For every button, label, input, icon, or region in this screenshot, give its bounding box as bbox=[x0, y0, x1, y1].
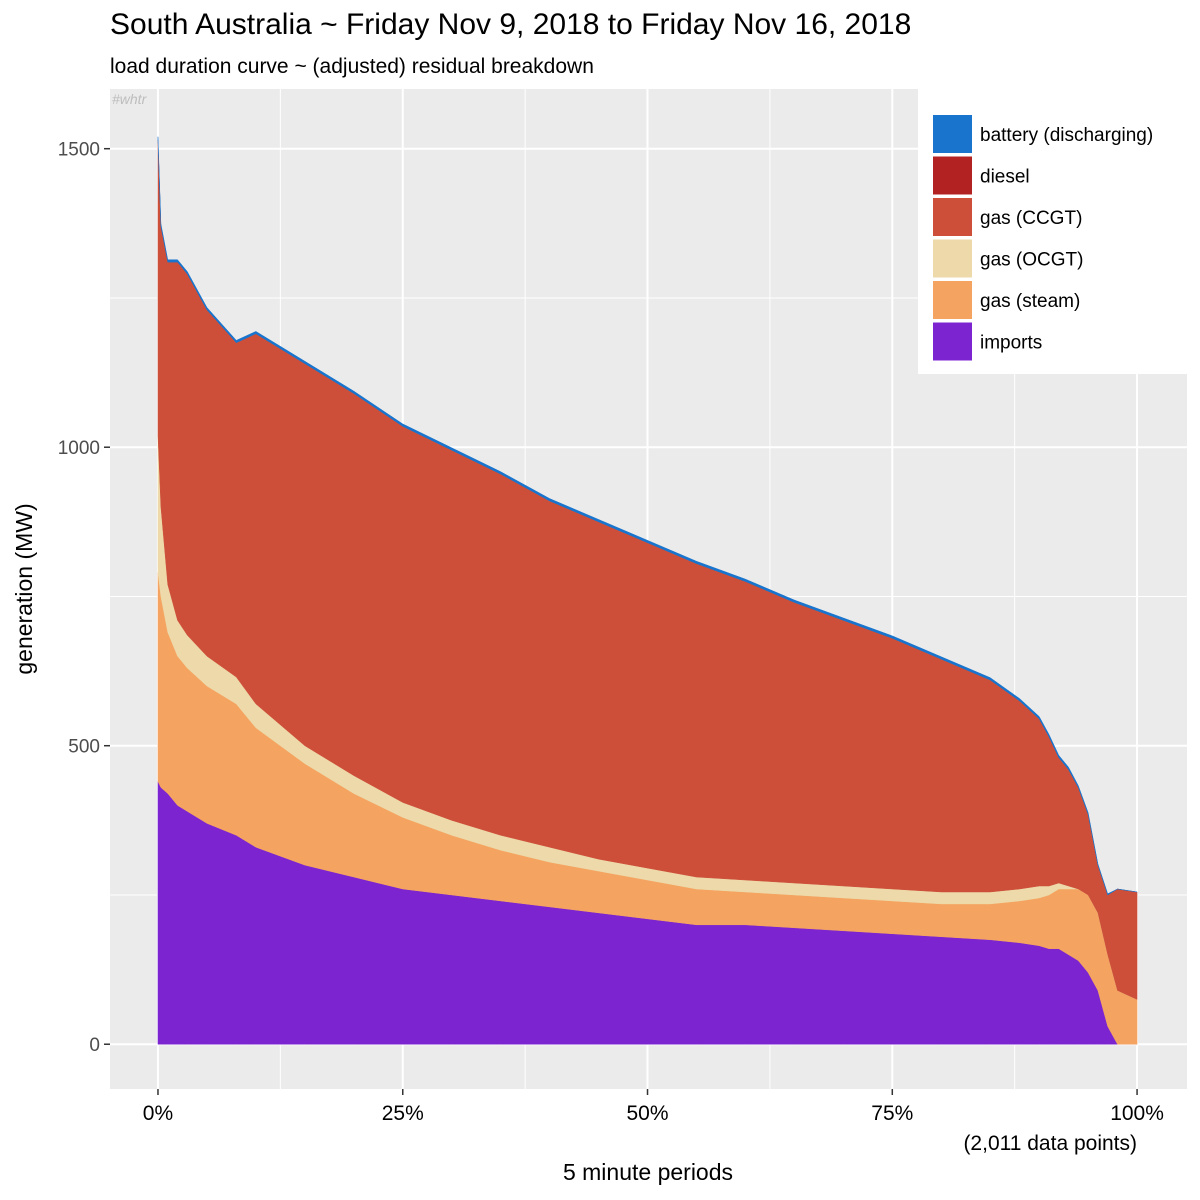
y-axis-label: generation (MW) bbox=[11, 503, 37, 674]
y-tick-label: 0 bbox=[89, 1035, 100, 1056]
legend-key bbox=[933, 281, 972, 319]
y-tick-label: 1500 bbox=[58, 140, 100, 161]
x-axis: 0% 25% 50% 75% 100% bbox=[143, 1089, 1164, 1125]
chart-title: South Australia ~ Friday Nov 9, 2018 to … bbox=[110, 8, 911, 41]
legend-key bbox=[933, 115, 972, 153]
legend-key bbox=[933, 322, 972, 361]
legend-key bbox=[933, 156, 972, 195]
legend-label: gas (CCGT) bbox=[980, 208, 1082, 229]
watermark: #whtr bbox=[112, 91, 148, 107]
y-tick-label: 1000 bbox=[58, 438, 100, 459]
x-tick-label: 25% bbox=[382, 1102, 424, 1125]
x-tick-label: 75% bbox=[871, 1102, 913, 1125]
series-area-battery-discharging bbox=[157, 136, 1138, 896]
legend-label: imports bbox=[980, 333, 1042, 354]
legend-label: gas (steam) bbox=[980, 291, 1080, 312]
legend-key bbox=[933, 198, 972, 236]
legend: battery (discharging) diesel gas (CCGT) gas… bbox=[918, 89, 1187, 374]
x-tick-label: 0% bbox=[143, 1102, 173, 1125]
y-tick-label: 500 bbox=[68, 737, 100, 758]
legend-label: battery (discharging) bbox=[980, 125, 1153, 146]
x-axis-label: 5 minute periods bbox=[563, 1159, 733, 1185]
legend-label: gas (OCGT) bbox=[980, 250, 1083, 271]
x-tick-label: 50% bbox=[627, 1102, 669, 1125]
x-axis-note: (2,011 data points) bbox=[963, 1132, 1137, 1155]
x-tick-label: 100% bbox=[1110, 1102, 1164, 1125]
legend-key bbox=[933, 239, 972, 278]
chart-subtitle: load duration curve ~ (adjusted) residua… bbox=[110, 55, 594, 78]
y-axis: 0 500 1000 1500 bbox=[58, 140, 110, 1056]
legend-label: diesel bbox=[980, 167, 1030, 188]
data-areas bbox=[157, 136, 1138, 1045]
